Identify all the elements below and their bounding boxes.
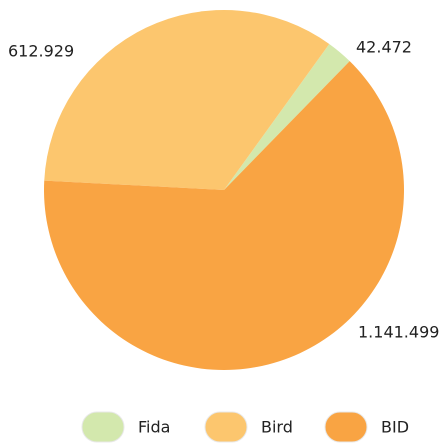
slice-label: 1.141.499 (358, 323, 439, 342)
pie-slice (44, 10, 330, 191)
pie-slice (224, 43, 350, 190)
legend-label: Fida (138, 418, 170, 437)
legend-swatch (81, 411, 125, 443)
slice-label: 42.472 (356, 38, 412, 57)
legend-swatch (324, 411, 368, 443)
legend-label: BID (381, 418, 409, 437)
pie-slice (43, 61, 404, 371)
legend-swatch (204, 411, 248, 443)
legend-label: Bird (261, 418, 293, 437)
slice-label: 612.929 (8, 42, 74, 61)
